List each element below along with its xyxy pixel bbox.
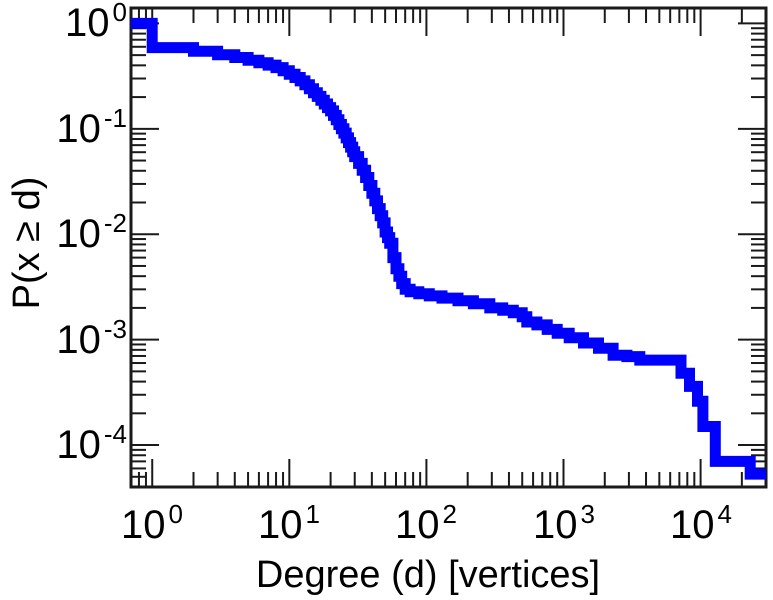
x-tick-label: 10 2 bbox=[395, 499, 457, 547]
y-tick-label: 10 -2 bbox=[56, 208, 127, 256]
x-tick-label: 10 4 bbox=[670, 499, 732, 547]
y-tick-label: 10 -3 bbox=[56, 314, 127, 362]
x-axis-title: Degree (d) [vertices] bbox=[255, 554, 601, 596]
y-axis-title: P(x ≥ d) bbox=[6, 176, 48, 310]
x-tick-label: 10 0 bbox=[121, 499, 183, 547]
y-tick-label: 10 0 bbox=[65, 0, 127, 45]
y-tick-label: 10 -4 bbox=[56, 419, 127, 467]
x-tick-label: 10 1 bbox=[258, 499, 320, 547]
y-tick-label: 10 -1 bbox=[56, 103, 127, 151]
x-tick-label: 10 3 bbox=[533, 499, 595, 547]
plot-frame bbox=[129, 6, 768, 489]
ccdf-curve bbox=[131, 17, 766, 480]
